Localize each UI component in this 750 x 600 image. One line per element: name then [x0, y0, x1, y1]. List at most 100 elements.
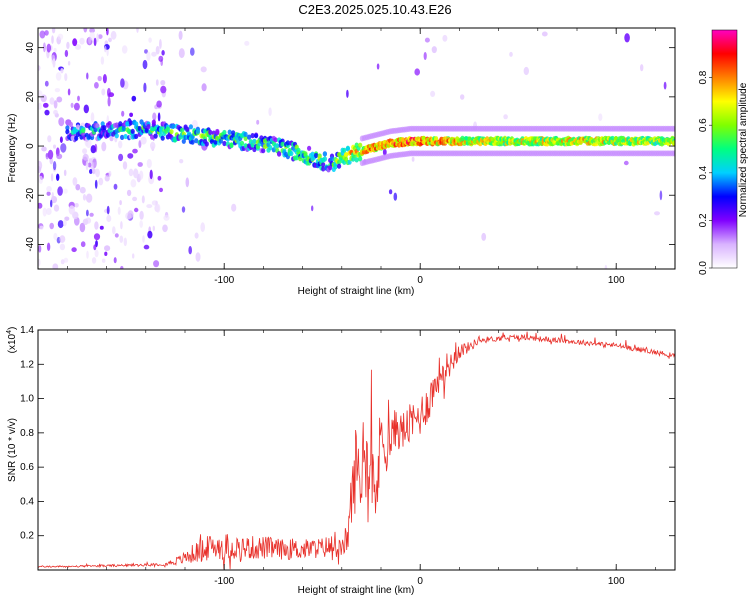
spectrogram-cell [153, 260, 160, 268]
colorbar-tick-label: 0.2 [698, 213, 709, 227]
spectrogram-cell [52, 161, 57, 171]
x-tick-label: 100 [608, 275, 625, 286]
spectrogram-cell [88, 158, 93, 163]
spectrogram-cell [106, 214, 112, 223]
spectrogram-cell [50, 199, 53, 208]
spectrogram-cell [598, 113, 603, 121]
spectrogram-cell [130, 179, 137, 188]
snr-y-multiplier: (x104) [6, 327, 18, 354]
colorbar-tick-label: 0.0 [698, 261, 709, 275]
spectrogram-cell [49, 97, 55, 105]
spectrogram-cell [275, 143, 280, 149]
spectrogram-cell [45, 208, 52, 215]
spectrogram-cell [195, 128, 200, 134]
spectrogram-cell [346, 89, 349, 98]
colorbar-label: Normalized spectral amplitude [738, 82, 749, 217]
spectrogram-cell [144, 49, 148, 54]
spectrogram-cell [38, 245, 42, 253]
spectrogram-cell [57, 186, 63, 196]
spectrogram-cell [114, 133, 119, 139]
spectrogram-cell [43, 102, 49, 108]
spectrogram-cell [256, 119, 260, 125]
spectrogram-cell [107, 96, 111, 107]
spectrogram-cell [104, 251, 108, 256]
spectrogram-cell [388, 189, 393, 195]
spectrogram-ridge [65, 119, 675, 173]
spectrogram-cell [222, 140, 227, 147]
spectrogram-cell [382, 148, 387, 156]
spectrogram-cell [94, 221, 99, 230]
spectrogram-cell [63, 257, 69, 263]
spectrogram-cell [400, 137, 405, 142]
spectrogram-cell [68, 121, 73, 128]
spectrogram-cell [38, 165, 42, 174]
spectrogram-cell [194, 138, 199, 144]
spectrogram-cell [151, 119, 156, 125]
spectrogram-cell [85, 217, 92, 224]
spectrogram-cell [38, 102, 42, 110]
spectrogram-cell [393, 192, 398, 201]
spectrogram-cell [160, 80, 166, 86]
y-tick-label: -40 [25, 237, 36, 252]
spectrogram-cell [104, 175, 110, 182]
spectrogram-cell [49, 222, 54, 230]
spectrogram-cell [59, 136, 63, 143]
spectrogram-cell [65, 129, 70, 135]
spectrogram-cell [152, 112, 157, 121]
spectrogram-cell [169, 129, 174, 135]
spectrogram-cell [67, 88, 71, 96]
spectrogram-cell [215, 128, 220, 135]
spectrogram-cell [541, 31, 548, 37]
spectrogram-cell [329, 156, 335, 162]
spectrogram-cell [81, 128, 86, 134]
spectrogram-cell [38, 258, 41, 267]
spectrogram-cell [96, 33, 99, 43]
spectrogram-cell [347, 159, 352, 165]
spectrogram-cell [180, 127, 185, 133]
spectrogram-cell [509, 51, 513, 57]
spectrogram-cell [44, 109, 50, 116]
y-tick-label: 1.2 [20, 359, 34, 370]
spectrogram-cell [68, 205, 76, 215]
spectrogram-cell [127, 153, 134, 159]
spectrogram-cell [141, 195, 145, 204]
spectrogram-cell [63, 219, 67, 227]
spectrogram-cell [60, 68, 64, 74]
colorbar-ticks: 0.0 0.2 0.4 0.6 0.8 [698, 70, 712, 275]
spectrogram-cell [107, 121, 112, 127]
spectrogram-cell [94, 82, 99, 89]
spectrogram-cell [119, 200, 122, 206]
spectrogram-cell [337, 159, 342, 165]
spectrogram-cell [155, 203, 161, 213]
spectrogram-cell [77, 95, 80, 102]
y-tick-label: 20 [25, 91, 36, 103]
spectrogram-cell [95, 168, 100, 178]
spectrogram-cell [140, 136, 147, 145]
spectrogram-cell [54, 88, 61, 93]
snr-y-axis-label: SNR (10 * v/v) [7, 418, 18, 482]
spectrogram-cell [132, 196, 138, 202]
spectrogram-cell [345, 146, 350, 152]
spectrogram-cell [434, 136, 439, 141]
spectrogram-cell [44, 30, 49, 36]
colorbar: 0.0 0.2 0.4 0.6 0.8 Normalized spectral ampl… [698, 29, 749, 275]
snr-series-line [38, 331, 675, 570]
spectrogram-panel: -100 0 100 -40 -20 0 20 40 Height of straight l… [7, 27, 676, 297]
spectrogram-cell [231, 203, 237, 212]
spectrogram-cell [53, 100, 58, 109]
spectrogram-cell [289, 150, 294, 157]
spectrogram-cell [328, 165, 333, 171]
spectrogram-cell [89, 28, 95, 33]
spectrogram-cell [148, 174, 155, 185]
spectrogram-cell [108, 37, 112, 43]
spectrogram-cell [39, 225, 44, 230]
spectrogram-cell [322, 151, 327, 157]
spectrogram-cell [159, 187, 163, 193]
spectrogram-cell [411, 156, 415, 162]
spectrogram-cell [229, 142, 234, 148]
spectrogram-cell [139, 210, 144, 220]
spectrogram-cell [125, 121, 130, 127]
spectrogram-cell [322, 156, 327, 162]
spectrogram-cell [53, 144, 56, 149]
spectrogram-cell [93, 37, 97, 47]
